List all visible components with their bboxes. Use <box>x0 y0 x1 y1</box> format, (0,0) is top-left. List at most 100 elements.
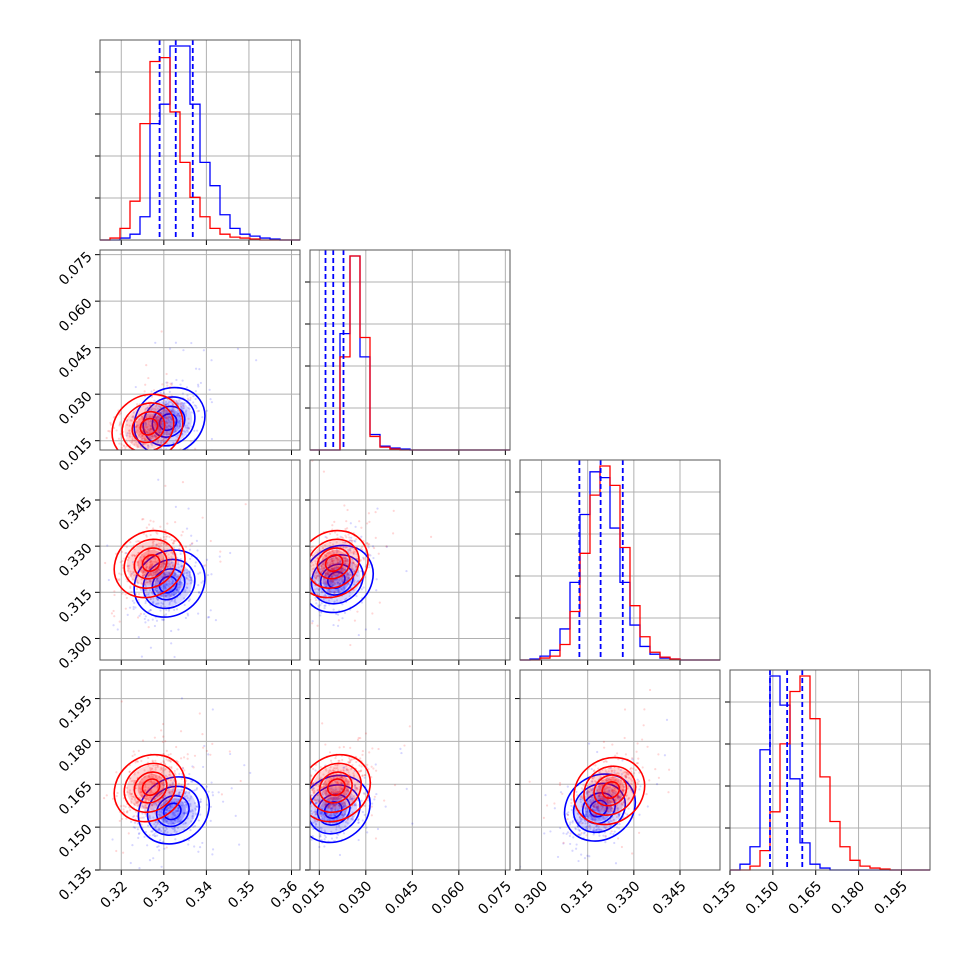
scatter-point-red <box>319 549 322 552</box>
scatter-point-red <box>336 533 339 536</box>
scatter-point-blue <box>150 592 153 595</box>
scatter-point-red <box>135 420 138 423</box>
histogram-red-series <box>730 675 930 871</box>
scatter-point-red <box>159 427 162 430</box>
scatter-point-red <box>330 560 333 563</box>
scatter-point-red <box>128 429 131 432</box>
scatter-point-blue <box>256 833 258 835</box>
scatter-point-blue <box>195 787 199 790</box>
scatter-point-blue <box>170 382 174 385</box>
scatter-point-red <box>168 563 172 566</box>
scatter-point-red <box>375 769 378 772</box>
scatter-point-blue <box>283 576 285 578</box>
scatter-point-blue <box>156 407 159 410</box>
scatter-point-blue <box>363 776 366 779</box>
scatter-point-red <box>246 662 248 664</box>
scatter-point-red <box>145 557 149 560</box>
scatter-point-blue <box>155 803 158 806</box>
scatter-point-red <box>176 402 179 405</box>
scatter-point-red <box>176 768 179 771</box>
scatter-point-blue <box>343 588 346 591</box>
scatter-point-blue <box>157 813 161 816</box>
scatter-point-red <box>351 556 354 559</box>
scatter-point-red <box>131 754 134 758</box>
scatter-point-blue <box>125 419 128 423</box>
scatter-point-red <box>542 816 545 819</box>
scatter-point-blue <box>155 455 157 457</box>
scatter-point-blue <box>168 601 171 604</box>
scatter-point-red <box>152 520 155 523</box>
scatter-point-red <box>152 540 155 543</box>
scatter-point-blue <box>174 814 177 817</box>
scatter-point-blue <box>172 410 175 413</box>
scatter-point-red <box>332 563 335 566</box>
scatter-point-blue <box>335 599 339 602</box>
scatter-point-red <box>286 550 288 552</box>
scatter-point-red <box>118 819 121 823</box>
scatter-point-red <box>326 571 329 574</box>
scatter-point-red <box>553 802 556 805</box>
scatter-point-blue <box>177 807 180 810</box>
scatter-point-red <box>128 424 131 427</box>
scatter-point-red <box>304 552 306 554</box>
scatter-point-red <box>182 756 186 759</box>
scatter-point-blue <box>143 439 146 442</box>
scatter-point-blue <box>163 415 167 419</box>
scatter-point-blue <box>336 588 340 591</box>
scatter-point-blue <box>144 424 148 427</box>
scatter-point-blue <box>175 588 179 591</box>
scatter-point-red <box>166 410 169 413</box>
scatter-point-blue <box>149 609 152 612</box>
scatter-point-blue <box>211 848 215 851</box>
scatter-point-red <box>130 884 132 886</box>
scatter-point-red <box>126 565 130 568</box>
scatter-point-red <box>329 541 332 544</box>
scatter-point-red <box>126 558 129 562</box>
scatter-point-red <box>329 532 332 536</box>
scatter-point-blue <box>405 569 408 573</box>
scatter-point-blue <box>164 585 167 588</box>
scatter-point-red <box>344 527 347 531</box>
scatter-point-red <box>304 561 306 563</box>
scatter-point-red <box>164 594 167 597</box>
scatter-point-blue <box>304 805 306 807</box>
scatter-point-blue <box>171 599 174 602</box>
scatter-point-blue <box>336 574 339 578</box>
scatter-point-red <box>158 408 161 412</box>
scatter-point-blue <box>296 838 298 840</box>
scatter-point-blue <box>165 573 168 577</box>
scatter-point-blue <box>323 834 326 837</box>
scatter-point-blue <box>175 575 178 578</box>
scatter-point-blue <box>144 806 148 810</box>
scatter-point-blue <box>339 582 342 585</box>
scatter-point-red <box>171 402 174 405</box>
scatter-point-blue <box>195 406 198 409</box>
scatter-point-red <box>153 426 156 430</box>
scatter-point-blue <box>336 581 339 584</box>
scatter-point-blue <box>639 785 642 788</box>
scatter-point-red <box>159 422 163 425</box>
scatter-point-red <box>321 546 325 550</box>
scatter-point-blue <box>202 580 205 583</box>
scatter-point-red <box>135 443 139 447</box>
scatter-point-blue <box>186 796 189 800</box>
scatter-point-red <box>152 572 155 575</box>
scatter-point-blue <box>189 582 192 585</box>
scatter-point-blue <box>169 806 172 809</box>
scatter-point-red <box>368 553 371 556</box>
scatter-point-red <box>280 574 282 576</box>
scatter-point-red <box>143 583 146 586</box>
scatter-point-blue <box>149 424 152 428</box>
scatter-point-red <box>163 410 166 413</box>
scatter-point-blue <box>288 796 290 798</box>
scatter-point-blue <box>348 595 351 598</box>
scatter-point-blue <box>176 557 179 560</box>
scatter-point-red <box>336 559 339 562</box>
scatter-point-blue <box>170 401 173 404</box>
scatter-point-red <box>341 546 345 549</box>
scatter-point-blue <box>185 812 188 815</box>
scatter-point-red <box>157 567 160 571</box>
scatter-point-blue <box>354 540 357 543</box>
scatter-point-blue <box>149 580 152 583</box>
scatter-point-blue <box>162 587 165 590</box>
